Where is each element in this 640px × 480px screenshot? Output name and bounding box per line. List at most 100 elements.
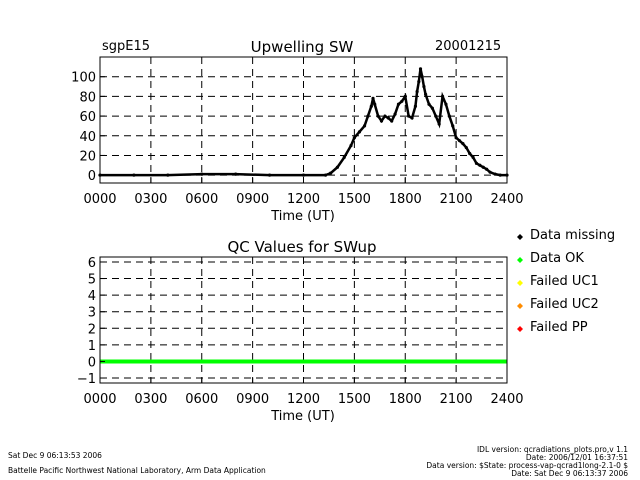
chart1-grid [100, 57, 507, 183]
legend-label: Data OK [530, 251, 584, 266]
chart2-xlabel: Time (UT) [270, 409, 335, 424]
chart1-data-point [267, 173, 272, 177]
chart1-x-ticks: 0000 0300 0600 0900 1200 1500 1800 2100 2400 [83, 178, 524, 207]
chart1-data-point [415, 89, 419, 94]
chart2-y-ticks: −1 01 23 45 6 [77, 256, 105, 387]
footer-run-date: Sat Dec 9 06:13:53 2006 [8, 451, 102, 460]
chart1-data-point [481, 165, 485, 169]
chart1-data-point [362, 124, 367, 128]
chart1-data-point [488, 170, 492, 174]
chart2-ytick-label: 3 [88, 306, 96, 321]
chart1-data-point [166, 173, 170, 177]
chart2-xtick-label: 2100 [440, 392, 473, 407]
legend-label: Failed UC2 [530, 297, 599, 312]
chart1-data-point [424, 92, 428, 97]
chart1-data-point [390, 119, 394, 123]
site-label: sgpE15 [102, 39, 150, 54]
chart2-xtick-label: 1200 [287, 392, 320, 407]
chart2-title: QC Values for SWup [227, 238, 376, 256]
chart1-data-point [444, 102, 448, 106]
chart1-ytick-label: 60 [79, 110, 96, 125]
chart1-data-point [373, 102, 377, 106]
chart1-data-point [132, 173, 136, 177]
chart1-data-point [342, 155, 346, 160]
chart1-data-point [468, 151, 472, 156]
chart1-ytick-label: 100 [71, 71, 96, 86]
chart2-xtick-label: 0300 [134, 392, 167, 407]
chart1-data-point [430, 106, 434, 110]
chart1-data-point [234, 172, 238, 176]
chart1-data-point [451, 124, 455, 128]
chart1-data-point [485, 167, 489, 171]
chart1-data-point [454, 136, 458, 140]
chart1-data-point [329, 171, 333, 175]
chart1-xtick-label: 0900 [236, 192, 269, 207]
chart1-data-point [369, 104, 373, 108]
legend-marker [517, 234, 523, 240]
chart1-data-point [335, 165, 340, 169]
chart1-ytick-label: 40 [79, 130, 96, 145]
chart1-data-point [376, 114, 380, 118]
chart1-data-point [371, 96, 375, 100]
legend-marker [517, 280, 523, 286]
chart1-data-point [464, 145, 468, 150]
chart1-data-point [349, 143, 353, 148]
chart1-ytick-label: 20 [79, 149, 96, 164]
chart1-xtick-label: 1500 [338, 192, 371, 207]
chart1-data-point [447, 114, 451, 118]
chart1-y-ticks: 0 20 40 60 80 100 [71, 71, 105, 184]
chart1-xtick-label: 0300 [134, 192, 167, 207]
legend-marker [517, 303, 523, 309]
chart2-xtick-label: 1500 [338, 392, 371, 407]
chart1-data-point [403, 94, 407, 98]
chart2-xtick-label: 1800 [389, 392, 422, 407]
chart1-data-point [440, 94, 445, 98]
legend-marker [517, 326, 523, 332]
chart2-xtick-label: 0600 [185, 392, 218, 407]
chart1-data-point [427, 102, 431, 106]
chart1-data-point [366, 114, 370, 118]
chart1-xtick-label: 0000 [83, 192, 116, 207]
chart1-data-point [474, 161, 479, 165]
chart2-grid [100, 257, 507, 383]
footer-date-line: Date: 2006/12/01 16:37:51 [526, 453, 628, 462]
chart1-data-point [434, 114, 438, 118]
chart1-data-point [418, 67, 423, 71]
chart1-data-point [383, 114, 387, 118]
legend-label: Data missing [530, 228, 615, 243]
chart1-data-point [301, 173, 306, 177]
chart2-ytick-label: 0 [88, 355, 96, 370]
chart1-data-point [422, 84, 426, 89]
legend: Data missing Data OK Failed UC1 Failed UC2 F… [517, 228, 615, 335]
chart1-data-point [478, 163, 482, 167]
chart1-data-point [352, 136, 356, 140]
chart1-data-point [410, 116, 414, 120]
chart1-data-point [471, 155, 475, 160]
chart1-data-point [417, 80, 421, 84]
chart1-data-point [400, 99, 404, 103]
chart1-data-point [413, 104, 418, 108]
chart1-title: Upwelling SW [251, 38, 354, 56]
chart1-data-point [493, 172, 497, 176]
chart1-xtick-label: 2100 [440, 192, 473, 207]
chart1-data-point [407, 114, 411, 118]
upwelling-sw-chart: Upwelling SW 0 20 40 60 80 100 0000 0300 0600 09… [71, 38, 523, 224]
chart2-ytick-label: 6 [88, 256, 96, 271]
date-label: 20001215 [435, 39, 501, 54]
footer-data-version: Data version: $State: process-vap-qcrad1… [426, 461, 628, 470]
footer-idl-version: IDL version: qcradiations_plots.pro,v 1.… [477, 445, 628, 454]
chart1-data-points [98, 67, 509, 177]
chart1-xtick-label: 1800 [389, 192, 422, 207]
chart1-data-point [379, 119, 384, 123]
footer-date2: Date: Sat Dec 9 06:13:37 2006 [511, 469, 628, 478]
chart1-data-point [457, 139, 462, 143]
chart2-ytick-label: 4 [88, 289, 96, 304]
chart1-xtick-label: 0600 [185, 192, 218, 207]
qc-values-chart: QC Values for SWup −1 01 23 45 6 0000 0300 060… [77, 238, 524, 424]
legend-label: Failed UC1 [530, 274, 599, 289]
chart2-ytick-label: 2 [88, 322, 96, 337]
chart2-x-ticks: 0000 0300 0600 0900 1200 1500 1800 2100 2400 [83, 378, 524, 407]
legend-label: Failed PP [530, 320, 588, 335]
chart1-data-point [393, 112, 397, 116]
